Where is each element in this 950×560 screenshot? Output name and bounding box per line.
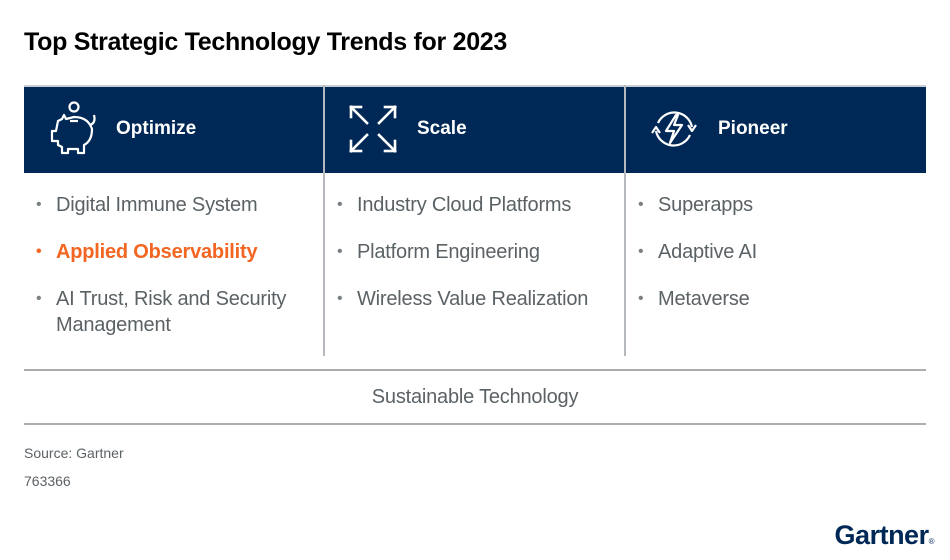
list-item: Platform Engineering bbox=[335, 239, 615, 265]
registered-mark: ® bbox=[928, 537, 935, 546]
piggy-bank-icon bbox=[50, 101, 96, 155]
source-note: Source: Gartner bbox=[24, 445, 124, 461]
list-item: AI Trust, Risk and Security Management bbox=[34, 286, 314, 338]
column-title: Pioneer bbox=[718, 118, 788, 139]
refresh-lightning-icon bbox=[651, 111, 697, 147]
expand-arrows-icon bbox=[349, 105, 397, 153]
logo-text: Gartner bbox=[834, 520, 930, 550]
column-title: Scale bbox=[417, 118, 467, 139]
list-item: Wireless Value Realization bbox=[335, 286, 615, 312]
divider-top bbox=[24, 369, 926, 371]
pioneer-list: Superapps Adaptive AI Metaverse bbox=[636, 192, 916, 333]
divider-bottom bbox=[24, 423, 926, 425]
list-item-highlighted: Applied Observability bbox=[34, 239, 314, 265]
sustainable-technology-band: Sustainable Technology bbox=[371, 386, 579, 408]
list-item: Digital Immune System bbox=[34, 192, 314, 218]
document-id: 763366 bbox=[24, 473, 71, 489]
column-title: Optimize bbox=[116, 118, 197, 139]
gartner-logo: Gartner® bbox=[834, 520, 935, 551]
scale-list: Industry Cloud Platforms Platform Engine… bbox=[335, 192, 615, 333]
column-header-scale: Scale bbox=[325, 85, 625, 173]
list-item: Industry Cloud Platforms bbox=[335, 192, 615, 218]
page-title: Top Strategic Technology Trends for 2023 bbox=[24, 28, 508, 56]
list-item: Metaverse bbox=[636, 286, 916, 312]
column-divider bbox=[624, 85, 626, 356]
list-item: Superapps bbox=[636, 192, 916, 218]
column-header-pioneer: Pioneer bbox=[626, 85, 926, 173]
column-divider bbox=[323, 85, 325, 356]
list-item: Adaptive AI bbox=[636, 239, 916, 265]
optimize-list: Digital Immune System Applied Observabil… bbox=[34, 192, 314, 359]
header-band bbox=[24, 85, 926, 173]
column-header-optimize: Optimize bbox=[24, 85, 324, 173]
